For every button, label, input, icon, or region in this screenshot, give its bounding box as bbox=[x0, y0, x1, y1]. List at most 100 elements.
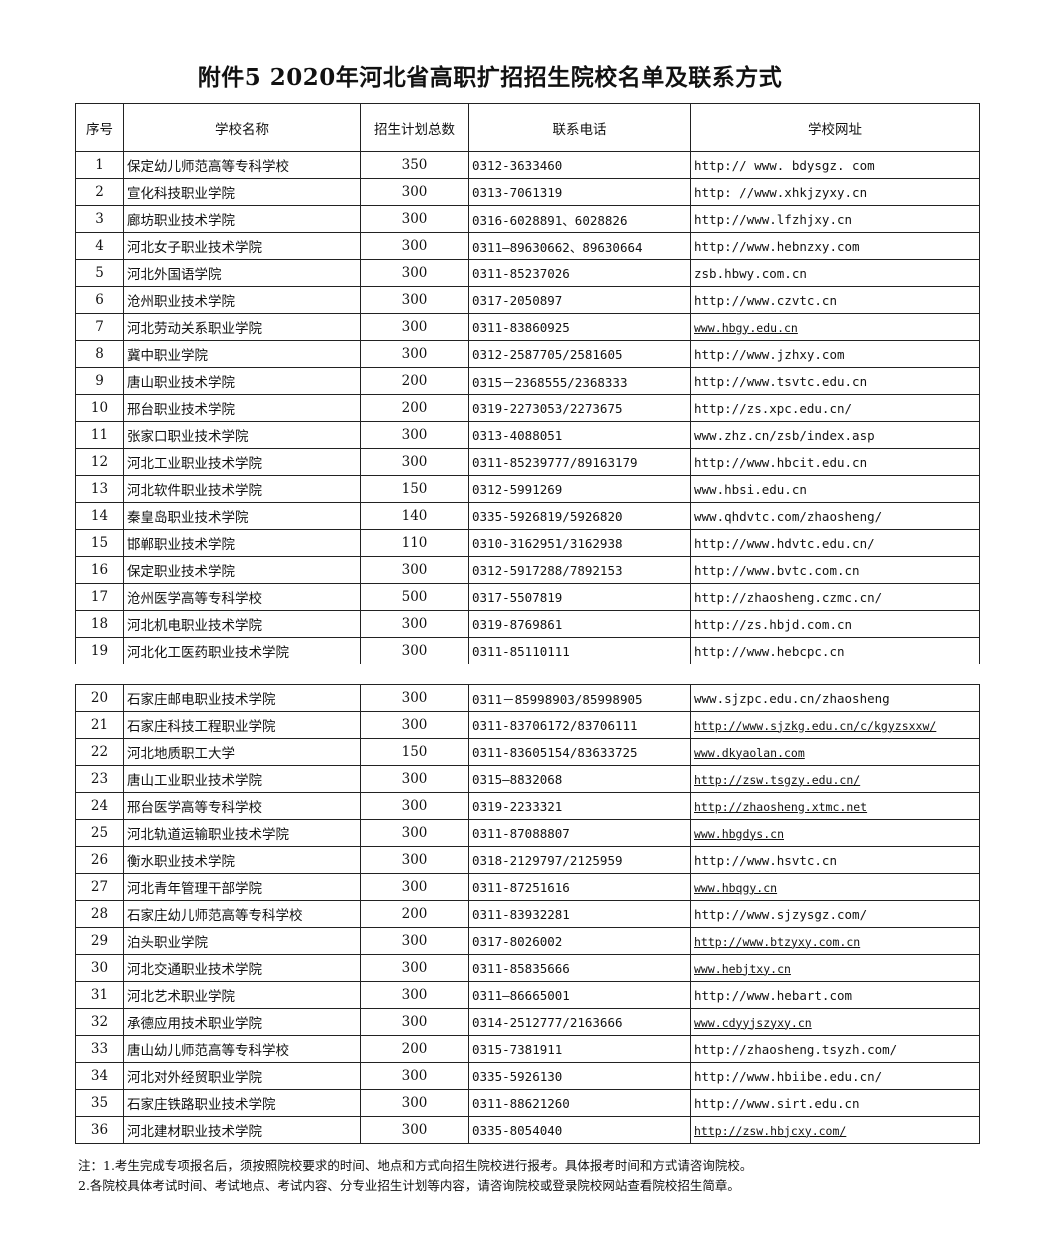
enrollment-plan: 300 bbox=[401, 211, 428, 227]
row-no-cell: 22 bbox=[75, 738, 124, 766]
row-no-cell: 29 bbox=[75, 927, 124, 955]
school-url: http://zhaosheng.czmc.cn/ bbox=[694, 589, 883, 605]
enrollment-plan-cell: 300 bbox=[360, 286, 469, 314]
contact-phone-cell: 0317-5507819 bbox=[468, 583, 691, 611]
contact-phone-cell: 0311-83860925 bbox=[468, 313, 691, 341]
table-row: 26 衡水职业技术学院 300 0318-2129797/2125959 http://… bbox=[75, 846, 980, 874]
contact-phone-cell: 0335-5926819/5926820 bbox=[468, 502, 691, 530]
school-name: 唐山工业职业技术学院 bbox=[127, 773, 262, 789]
contact-phone-cell: 0311-83605154/83633725 bbox=[468, 738, 691, 766]
school-url-cell: zsb.hbwy.com.cn bbox=[690, 259, 980, 287]
table-row: 9 唐山职业技术学院 200 0315－2368555/2368333 http://w… bbox=[75, 367, 980, 395]
table-row: 35 石家庄铁路职业技术学院 300 0311-88621260 http://www.… bbox=[75, 1089, 980, 1117]
table-row: 15 邯郸职业技术学院 110 0310-3162951/3162938 http://… bbox=[75, 529, 980, 557]
school-url: http://www.lfzhjxy.cn bbox=[694, 211, 853, 227]
header-plan: 招生计划总数 bbox=[360, 103, 469, 152]
row-no: 8 bbox=[95, 346, 104, 362]
school-url[interactable]: http://zhaosheng.xtmc.net bbox=[694, 799, 868, 814]
row-no-cell: 35 bbox=[75, 1089, 124, 1117]
table-row: 18 河北机电职业技术学院 300 0319-8769861 http://zs.hbj… bbox=[75, 610, 980, 638]
enrollment-plan-cell: 500 bbox=[360, 583, 469, 611]
contact-phone: 0311-85110111 bbox=[472, 643, 570, 659]
school-url: http://www.hbiibe.edu.cn/ bbox=[694, 1068, 883, 1084]
school-url: http:// www. bdysgz. com bbox=[694, 157, 875, 173]
row-no-cell: 19 bbox=[75, 637, 124, 664]
school-name: 保定职业技术学院 bbox=[127, 564, 235, 580]
school-url-cell: http://www.hdvtc.edu.cn/ bbox=[690, 529, 980, 557]
school-name: 河北软件职业技术学院 bbox=[127, 483, 262, 499]
school-url[interactable]: http://www.sjzkg.edu.cn/c/kgyzsxxw/ bbox=[694, 718, 937, 733]
school-url-cell: www.qhdvtc.com/zhaosheng/ bbox=[690, 502, 980, 530]
table-row: 31 河北艺术职业学院 300 0311—86665001 http://www.heb… bbox=[75, 981, 980, 1009]
contact-phone: 0311-85835666 bbox=[472, 960, 570, 976]
contact-phone: 0314-2512777/2163666 bbox=[472, 1014, 623, 1030]
contact-phone-cell: 0312-5991269 bbox=[468, 475, 691, 503]
school-name-cell: 石家庄科技工程职业学院 bbox=[123, 711, 361, 739]
school-url-cell: http://www.hbiibe.edu.cn/ bbox=[690, 1062, 980, 1090]
row-no: 36 bbox=[90, 1122, 109, 1138]
enrollment-plan: 300 bbox=[401, 825, 428, 841]
row-no: 18 bbox=[90, 616, 109, 632]
header-no: 序号 bbox=[75, 103, 124, 152]
school-url[interactable]: www.hbgy.edu.cn bbox=[694, 320, 798, 335]
contact-phone: 0310-3162951/3162938 bbox=[472, 535, 623, 551]
school-url[interactable]: http://www.btzyxy.com.cn bbox=[694, 934, 861, 949]
header-url: 学校网址 bbox=[690, 103, 980, 152]
table-row: 5 河北外国语学院 300 0311-85237026 zsb.hbwy.com.cn bbox=[75, 259, 980, 287]
contact-phone: 0311-87088807 bbox=[472, 825, 570, 841]
row-no: 12 bbox=[90, 454, 109, 470]
school-url: http://www.tsvtc.edu.cn bbox=[694, 373, 868, 389]
enrollment-plan-cell: 300 bbox=[360, 340, 469, 368]
school-url[interactable]: http://zsw.tsgzy.edu.cn/ bbox=[694, 772, 861, 787]
enrollment-plan-cell: 300 bbox=[360, 819, 469, 847]
school-url-cell: www.zhz.cn/zsb/index.asp bbox=[690, 421, 980, 449]
school-url[interactable]: www.hbqgy.cn bbox=[694, 880, 778, 895]
contact-phone: 0311-83860925 bbox=[472, 319, 570, 335]
school-url[interactable]: http://zsw.hbjcxy.com/ bbox=[694, 1123, 847, 1138]
school-name: 唐山幼儿师范高等专科学校 bbox=[127, 1043, 289, 1059]
row-no: 31 bbox=[90, 987, 109, 1003]
row-no-cell: 24 bbox=[75, 792, 124, 820]
enrollment-plan-cell: 200 bbox=[360, 900, 469, 928]
enrollment-plan: 300 bbox=[401, 643, 428, 659]
school-url-cell: www.hebjtxy.cn bbox=[690, 954, 980, 982]
table-row: 23 唐山工业职业技术学院 300 0315—8832068 http://zsw.ts… bbox=[75, 765, 980, 793]
row-no: 22 bbox=[90, 744, 109, 760]
school-name: 张家口职业技术学院 bbox=[127, 429, 249, 445]
contact-phone-cell: 0311-83706172/83706111 bbox=[468, 711, 691, 739]
school-url[interactable]: www.hebjtxy.cn bbox=[694, 961, 791, 976]
school-url[interactable]: www.hbgdys.cn bbox=[694, 826, 785, 841]
enrollment-plan: 200 bbox=[401, 400, 428, 416]
school-name: 唐山职业技术学院 bbox=[127, 375, 235, 391]
school-name-cell: 唐山工业职业技术学院 bbox=[123, 765, 361, 793]
table-row: 36 河北建材职业技术学院 300 0335-8054040 http://zsw.hb… bbox=[75, 1116, 980, 1144]
school-name-cell: 保定幼儿师范高等专科学校 bbox=[123, 151, 361, 179]
school-url-cell: http://www.tsvtc.edu.cn bbox=[690, 367, 980, 395]
school-url[interactable]: www.cdyyjszyxy.cn bbox=[694, 1015, 812, 1030]
school-url[interactable]: www.dkyaolan.com bbox=[694, 745, 805, 760]
schools-table-part-2: 20 石家庄邮电职业技术学院 300 0311－85998903/85998905 ww… bbox=[75, 684, 980, 1144]
row-no-cell: 34 bbox=[75, 1062, 124, 1090]
page-title: 附件5 2020年河北省高职扩招招生院校名单及联系方式 bbox=[197, 64, 783, 91]
school-url: http://www.czvtc.cn bbox=[694, 292, 837, 308]
row-no-cell: 4 bbox=[75, 232, 124, 260]
table-row: 21 石家庄科技工程职业学院 300 0311-83706172/83706111 ht… bbox=[75, 711, 980, 739]
row-no-cell: 36 bbox=[75, 1116, 124, 1144]
school-name: 邢台职业技术学院 bbox=[127, 402, 235, 418]
row-no-cell: 3 bbox=[75, 205, 124, 233]
contact-phone-cell: 0311-85237026 bbox=[468, 259, 691, 287]
row-no-cell: 12 bbox=[75, 448, 124, 476]
school-name: 保定幼儿师范高等专科学校 bbox=[127, 159, 289, 175]
enrollment-plan-cell: 300 bbox=[360, 232, 469, 260]
row-no-cell: 25 bbox=[75, 819, 124, 847]
school-name-cell: 河北工业职业技术学院 bbox=[123, 448, 361, 476]
school-name: 河北青年管理干部学院 bbox=[127, 881, 262, 897]
contact-phone: 0316-6028891、6028826 bbox=[472, 212, 628, 228]
contact-phone-cell: 0319-2233321 bbox=[468, 792, 691, 820]
school-name: 河北艺术职业学院 bbox=[127, 989, 235, 1005]
enrollment-plan-cell: 150 bbox=[360, 475, 469, 503]
table-row: 22 河北地质职工大学 150 0311-83605154/83633725 www.d… bbox=[75, 738, 980, 766]
row-no: 3 bbox=[95, 211, 104, 227]
table-row: 20 石家庄邮电职业技术学院 300 0311－85998903/85998905 ww… bbox=[75, 684, 980, 712]
school-url-cell: http://www.sjzysgz.com/ bbox=[690, 900, 980, 928]
